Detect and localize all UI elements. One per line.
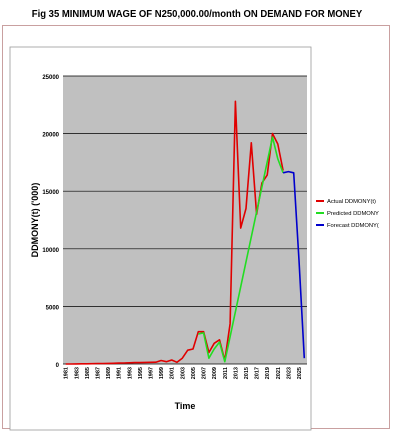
y-axis-label: DDMONY(t) ('000) <box>30 183 40 258</box>
x-tick-label: 1991 <box>117 367 123 379</box>
x-tick-label: 1999 <box>159 367 165 379</box>
plot-area <box>63 76 307 364</box>
chart-title: Fig 35 MINIMUM WAGE OF N250,000.00/month… <box>31 9 363 20</box>
x-tick-label: 1987 <box>95 367 101 379</box>
x-tick-label: 2007 <box>202 367 208 379</box>
x-tick-label: 1981 <box>64 367 70 379</box>
x-tick-label: 1989 <box>106 367 112 379</box>
x-tick-label: 2005 <box>191 367 197 379</box>
series-line-2 <box>198 136 284 363</box>
x-tick-label: 2019 <box>265 367 271 379</box>
x-tick-label: 2021 <box>276 367 282 379</box>
x-tick-label: 2015 <box>244 367 250 379</box>
series-layer <box>65 100 306 365</box>
x-tick-label: 2001 <box>170 367 176 379</box>
series-line-3 <box>282 170 306 359</box>
x-tick-label: 1993 <box>127 367 133 379</box>
x-tick-label: 2017 <box>255 367 261 379</box>
legend-label: Predicted DDMONY <box>327 211 379 217</box>
x-tick-label: 2013 <box>233 367 239 379</box>
x-tick-label: 1985 <box>85 367 91 379</box>
x-tick-label: 2023 <box>286 367 292 379</box>
legend-label: Actual DDMONY(t) <box>327 199 376 205</box>
x-tick-label: 1997 <box>149 367 155 379</box>
series-line-1 <box>65 100 284 365</box>
y-tick-label: 20000 <box>42 133 59 139</box>
y-tick-label: 0 <box>56 363 60 369</box>
legend: Actual DDMONY(t) Predicted DDMONY Forecast… <box>316 199 379 229</box>
x-tick-label: 2011 <box>223 367 229 379</box>
y-tick-label: 25000 <box>42 75 59 81</box>
x-tick-label: 1995 <box>138 367 144 379</box>
x-tick-label: 1983 <box>74 367 80 379</box>
y-tick-label: 10000 <box>42 248 59 254</box>
y-tick-label: 15000 <box>42 190 59 196</box>
x-tick-label: 2003 <box>180 367 186 379</box>
x-axis-ticks: 1981 1983 1985 1987 1989 1991 1993 1995 1997 1999… <box>64 367 303 379</box>
x-tick-label: 2009 <box>212 367 218 379</box>
y-tick-label: 5000 <box>46 305 60 311</box>
y-axis-ticks: 0 5000 10000 15000 20000 25000 <box>42 75 59 369</box>
x-axis-label: Time <box>175 401 196 411</box>
x-tick-label: 2025 <box>297 367 303 379</box>
legend-label: Forecast DDMONY( <box>327 223 379 229</box>
